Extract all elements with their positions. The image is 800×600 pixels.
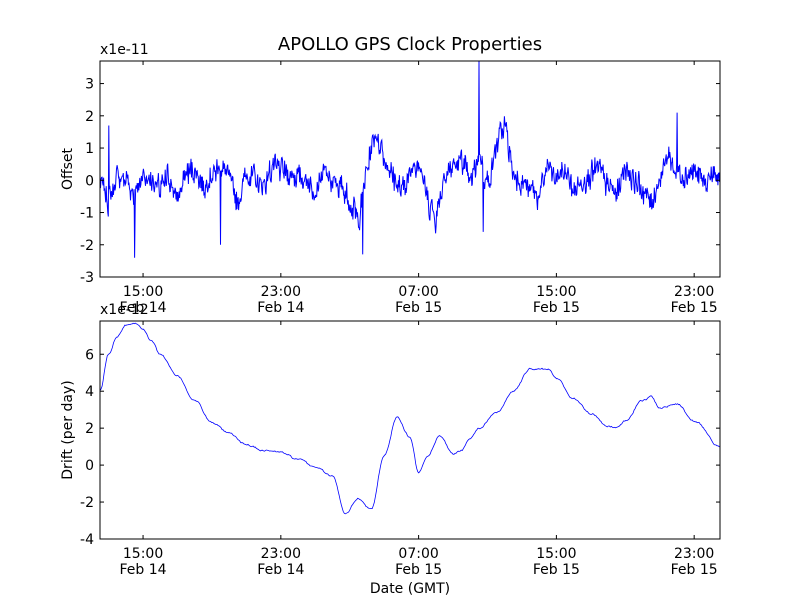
x-tick-label-time: 15:00 — [536, 546, 576, 562]
series-line-0 — [100, 61, 720, 258]
x-tick-label-date: Feb 15 — [395, 562, 442, 578]
x-tick-label-time: 07:00 — [398, 546, 438, 562]
x-tick-label-time: 15:00 — [536, 284, 576, 300]
y-tick-label: 6 — [85, 347, 94, 363]
y-tick-label: -2 — [80, 495, 94, 511]
x-tick-label-time: 23:00 — [261, 284, 301, 300]
y-tick-label: 2 — [85, 109, 94, 125]
x-tick-label-time: 23:00 — [674, 284, 714, 300]
axes-frame — [99, 320, 721, 540]
y-tick-label: 1 — [85, 141, 94, 157]
x-tick-label-time: 23:00 — [674, 546, 714, 562]
series-line-0 — [100, 322, 720, 515]
x-tick-label-date: Feb 15 — [533, 300, 580, 316]
y-tick-label: -2 — [80, 238, 94, 254]
y-tick-label: -1 — [80, 206, 94, 222]
x-tick-label-date: Feb 14 — [257, 300, 304, 316]
x-tick-label-date: Feb 15 — [533, 562, 580, 578]
y-multiplier-label: x1e-12 — [100, 302, 149, 318]
y-tick-label: 0 — [85, 173, 94, 189]
y-tick-label: -3 — [80, 270, 94, 286]
x-tick-label-time: 23:00 — [261, 546, 301, 562]
x-tick-label-date: Feb 15 — [671, 562, 718, 578]
y-tick-label: -4 — [80, 532, 94, 548]
y-tick-label: 4 — [85, 384, 94, 400]
figure-title: APOLLO GPS Clock Properties — [278, 34, 542, 55]
x-tick-label-date: Feb 15 — [671, 300, 718, 316]
y-tick-label: 2 — [85, 421, 94, 437]
y-tick-label: 0 — [85, 458, 94, 474]
x-tick-label-date: Feb 15 — [395, 300, 442, 316]
x-tick-label-date: Feb 14 — [120, 300, 167, 316]
y-axis-label: Drift (per day) — [60, 380, 76, 479]
x-tick-label-date: Feb 14 — [120, 562, 167, 578]
x-tick-label-date: Feb 14 — [257, 562, 304, 578]
y-multiplier-label: x1e-11 — [100, 42, 149, 58]
x-tick-label-time: 15:00 — [123, 284, 163, 300]
y-tick-label: 3 — [85, 77, 94, 93]
x-tick-label-time: 07:00 — [398, 284, 438, 300]
axes-frame — [99, 60, 721, 278]
x-axis-label: Date (GMT) — [370, 581, 450, 597]
x-tick-label-time: 15:00 — [123, 546, 163, 562]
y-axis-label: Offset — [60, 147, 76, 190]
